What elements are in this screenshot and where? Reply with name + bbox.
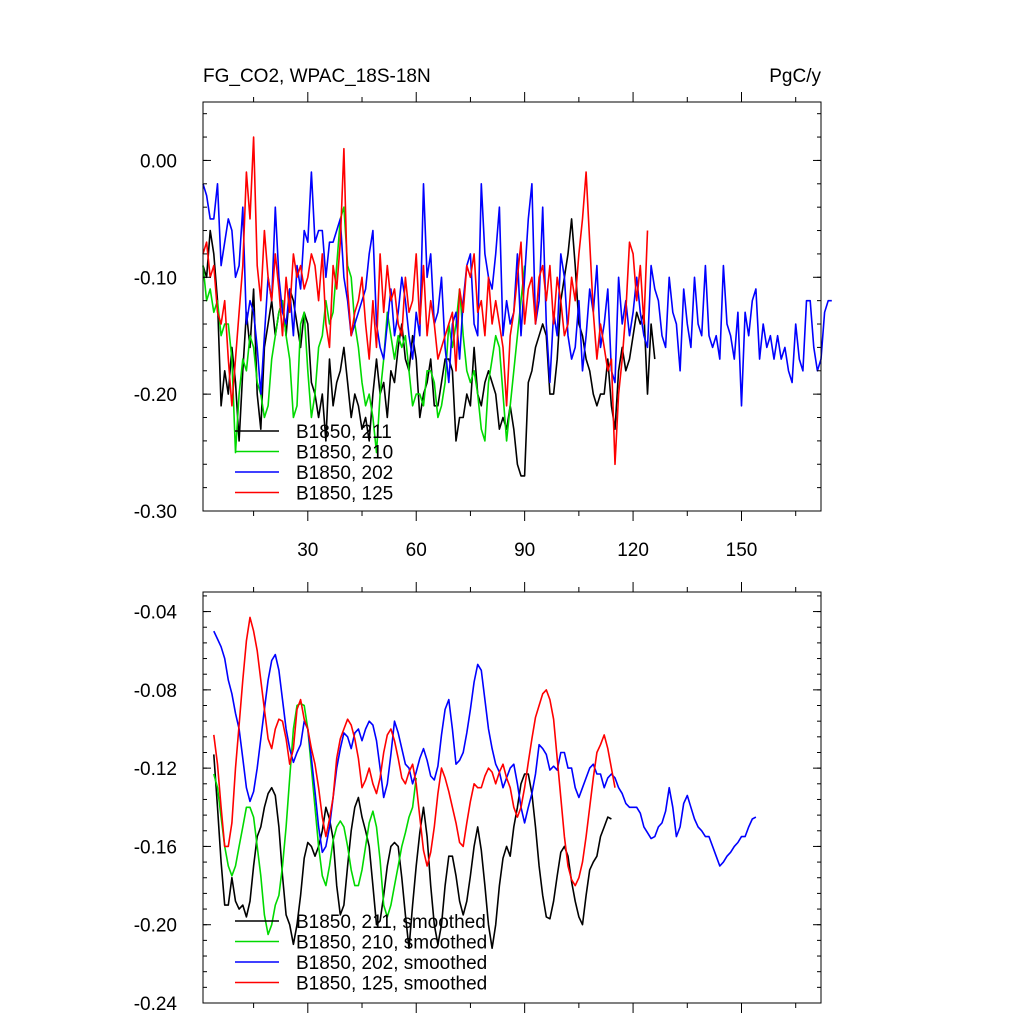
top-legend-label-1: B1850, 211	[296, 422, 392, 443]
top-series-group	[202, 136, 832, 477]
top-x-tick-label: 150	[726, 540, 758, 561]
top-x-tick-label: 120	[617, 540, 649, 561]
bottom-legend-label-4: B1850, 125, smoothed	[296, 974, 487, 995]
bottom-ticks-group: -0.04 -0.08 -0.12 -0.16 -0.20 -0.24	[134, 582, 821, 1015]
top-x-tick-label: 60	[406, 540, 427, 561]
top-panel: FG_CO2, WPAC_18S-18N PgC/y 0.00 -0.10 -0.2…	[134, 66, 832, 561]
top-y-tick-label: -0.30	[134, 502, 177, 523]
bottom-y-tick-label: -0.04	[134, 603, 178, 624]
bottom-series-line-1	[213, 754, 612, 950]
bottom-y-tick-label: -0.08	[134, 681, 177, 702]
bottom-series-line-3	[213, 630, 757, 867]
top-x-tick-label: 90	[514, 540, 535, 561]
bottom-series-line-2	[213, 702, 417, 936]
bottom-y-tick-label: -0.24	[134, 994, 178, 1015]
top-legend-label-4: B1850, 125	[296, 484, 393, 505]
bottom-series-line-4	[213, 616, 616, 887]
top-y-tick-label: -0.20	[134, 385, 177, 406]
bottom-legend-label-1: B1850, 211, smoothed	[296, 912, 486, 933]
bottom-panel: -0.04 -0.08 -0.12 -0.16 -0.20 -0.24 B1850, 21…	[134, 582, 822, 1015]
top-series-line-1	[202, 218, 656, 477]
bottom-y-tick-label: -0.16	[134, 837, 177, 858]
bottom-series-group	[213, 616, 757, 950]
bottom-legend-label-2: B1850, 210, smoothed	[296, 933, 487, 954]
bottom-y-tick-label: -0.12	[134, 759, 177, 780]
top-ticks-group: 0.00 -0.10 -0.20 -0.30 30 60 90 120 150	[134, 92, 821, 561]
top-legend-label-3: B1850, 202	[296, 463, 393, 484]
bottom-legend-label-3: B1850, 202, smoothed	[296, 953, 487, 974]
top-series-line-2	[202, 206, 526, 454]
bottom-y-tick-label: -0.20	[134, 916, 177, 937]
bottom-plot-frame	[202, 591, 822, 1004]
top-legend-label-2: B1850, 210	[296, 443, 393, 464]
top-series-line-4	[202, 136, 649, 466]
top-y-tick-label: 0.00	[140, 151, 177, 172]
top-series-line-3	[202, 171, 832, 407]
top-plot-frame	[202, 101, 822, 512]
top-chart-units: PgC/y	[769, 66, 821, 87]
top-chart-title: FG_CO2, WPAC_18S-18N	[203, 66, 431, 87]
top-y-tick-label: -0.10	[134, 268, 177, 289]
top-x-tick-label: 30	[297, 540, 318, 561]
